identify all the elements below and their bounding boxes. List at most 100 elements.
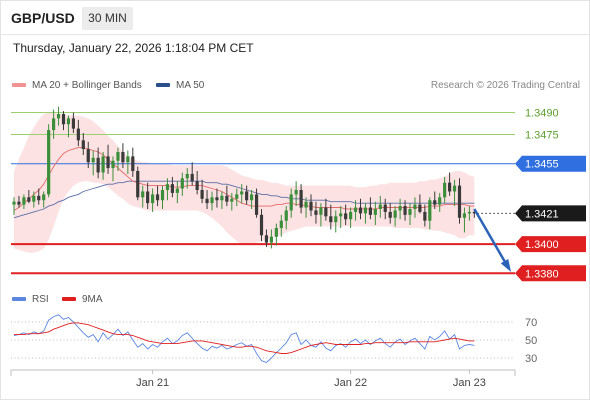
candle-body [17, 201, 21, 205]
rsi-legend-label: RSI [32, 294, 49, 305]
candle [131, 147, 135, 177]
candle-body [126, 156, 130, 163]
candle [42, 191, 46, 208]
candle [254, 188, 259, 218]
candle-body [210, 197, 214, 204]
candle-body [86, 149, 90, 163]
candle [52, 109, 56, 139]
candle [151, 188, 155, 212]
candle-body [250, 194, 254, 201]
candle [378, 195, 382, 218]
legend-ma50-label: MA 50 [176, 80, 205, 91]
rsi-ma-line [14, 322, 475, 354]
candle-body [329, 216, 333, 223]
candle-body [294, 190, 298, 195]
candle-body [393, 210, 397, 218]
candle [37, 188, 41, 205]
candle [27, 190, 31, 204]
candle [121, 143, 125, 169]
candle-body [200, 190, 204, 199]
projection-arrowhead-icon [500, 258, 511, 272]
candle [116, 147, 120, 171]
level-tag-4 [515, 265, 586, 282]
ma50-line [13, 180, 475, 219]
candle [210, 191, 214, 211]
candle [269, 229, 273, 249]
candle-body [264, 235, 269, 243]
candle-body [309, 201, 313, 211]
candle-body [71, 118, 75, 129]
legend-ma50: MA 50 [156, 80, 204, 91]
candle [220, 191, 224, 209]
candle-body [230, 198, 234, 202]
candle-body [106, 156, 110, 169]
candle [136, 166, 140, 201]
rsi-tick-label: 50 [525, 335, 537, 347]
candle [240, 184, 244, 204]
rsi-line [13, 314, 475, 364]
candle [66, 115, 71, 138]
candle-body [398, 206, 402, 211]
ma50-swatch-icon [156, 83, 170, 88]
candle-body [289, 194, 293, 211]
candle [353, 200, 358, 221]
candle-body [155, 194, 160, 201]
candle-body [245, 191, 249, 201]
candle-body [368, 207, 372, 215]
legend-ma20: MA 20 + Bollinger Bands [12, 80, 142, 91]
candle-body [240, 191, 244, 195]
candle [47, 124, 51, 198]
projection-arrow [473, 208, 511, 270]
candle [170, 176, 174, 198]
candle-body [438, 197, 442, 205]
candle-body [418, 204, 422, 212]
bollinger-band [14, 112, 475, 253]
candle-body [443, 182, 447, 198]
candle-body [215, 197, 219, 201]
candle [279, 214, 283, 237]
candle [368, 197, 372, 220]
candle [126, 150, 130, 174]
candle [388, 203, 392, 224]
candle-body [373, 209, 377, 215]
candle-body [363, 207, 368, 214]
candle [329, 204, 333, 230]
candle-body [205, 198, 209, 204]
candle-body [269, 236, 273, 243]
candle [106, 144, 110, 174]
candle [200, 179, 204, 204]
candle [185, 168, 189, 189]
level-label-1: 1.3475 [525, 129, 559, 141]
candle [205, 190, 209, 209]
candle [96, 147, 100, 179]
candle [319, 203, 323, 227]
candle [235, 188, 239, 207]
candle-body [279, 220, 283, 228]
rsi-tick-label: 30 [525, 353, 537, 365]
candle [349, 207, 353, 228]
candle-body [319, 207, 323, 215]
rsi-swatch-icon [12, 297, 26, 301]
candle-body [467, 211, 471, 214]
candle-body [259, 214, 264, 236]
candle-body [378, 204, 382, 209]
candle [259, 209, 264, 242]
timeframe-button[interactable]: 30 MIN [82, 7, 133, 30]
candle [190, 162, 194, 186]
candle [165, 178, 170, 201]
candle [344, 204, 348, 226]
x-tick-label: Jan 22 [334, 377, 367, 389]
candle-body [339, 213, 343, 217]
candle [284, 206, 288, 230]
last-price-tag [515, 205, 586, 222]
candle [245, 185, 249, 205]
candle-body [180, 178, 184, 189]
candle [81, 133, 85, 155]
candle [393, 206, 397, 227]
candle-body [220, 195, 224, 201]
candle-body [52, 118, 56, 131]
candle-body [101, 156, 105, 173]
candle [383, 198, 387, 220]
candle [86, 141, 90, 169]
candle-body [165, 184, 170, 190]
